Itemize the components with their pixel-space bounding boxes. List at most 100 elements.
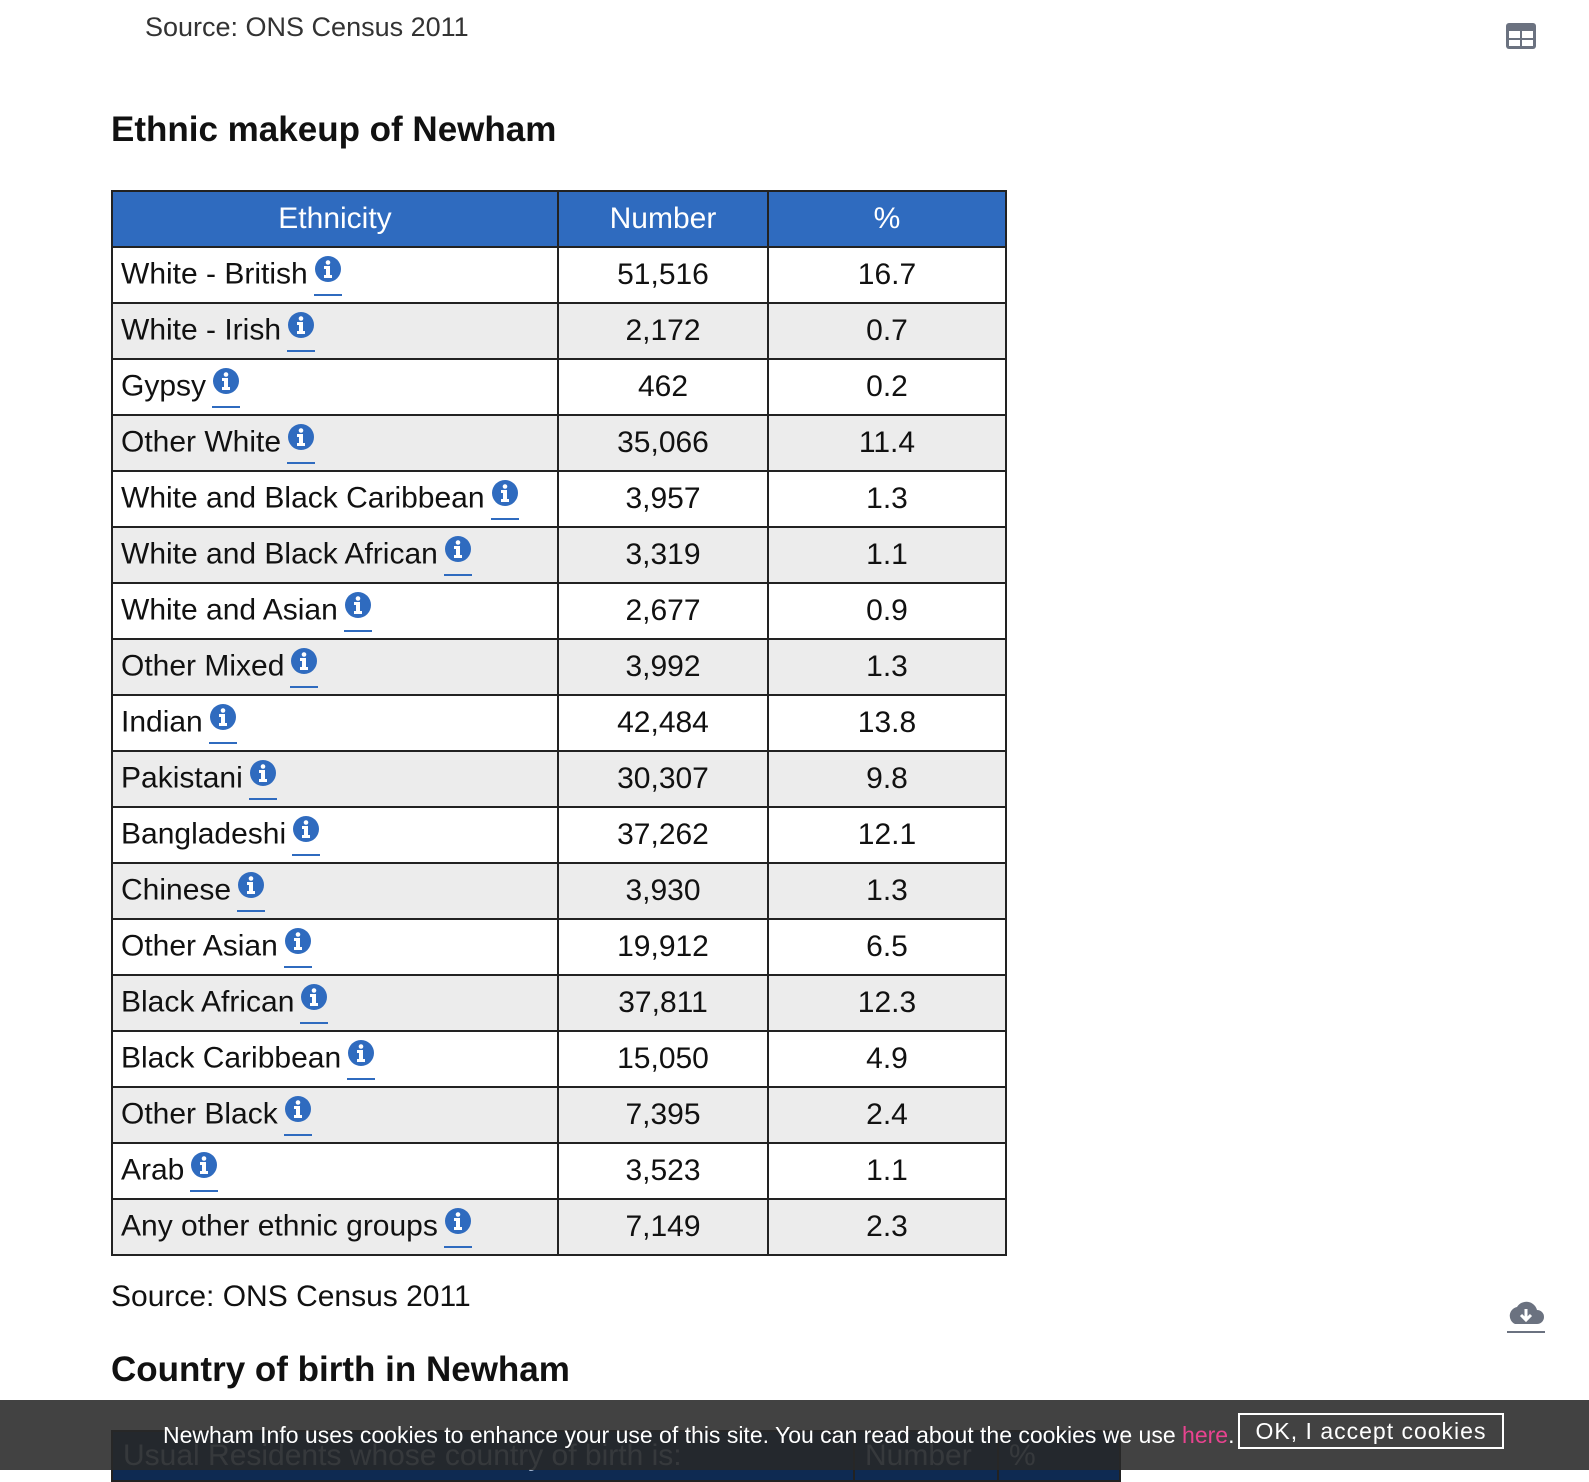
cell-text: 3,992 <box>625 650 701 683</box>
ethnicity-cell: Chinese <box>111 862 559 920</box>
cell-text: Other Black <box>121 1096 278 1130</box>
value-cell: 0.2 <box>767 358 1007 416</box>
cell-text: 4.9 <box>866 1042 908 1075</box>
value-cell: 37,262 <box>557 806 769 864</box>
ethnicity-cell: Black Caribbean <box>111 1030 559 1088</box>
cell-text: 1.1 <box>866 538 908 571</box>
value-cell: 1.3 <box>767 638 1007 696</box>
section-title: Country of birth in Newham <box>111 1350 570 1389</box>
info-icon[interactable] <box>443 535 472 576</box>
table-row: Other White 35,066 11.4 <box>111 414 1007 472</box>
info-icon[interactable] <box>290 647 319 688</box>
info-icon[interactable] <box>292 815 321 856</box>
ethnicity-cell: White - Irish <box>111 302 559 360</box>
value-cell: 1.3 <box>767 470 1007 528</box>
table-row: White and Black Caribbean 3,957 1.3 <box>111 470 1007 528</box>
value-cell: 37,811 <box>557 974 769 1032</box>
ethnicity-cell: White and Asian <box>111 582 559 640</box>
cookie-message: Newham Info uses cookies to enhance your… <box>163 1422 1234 1449</box>
cell-text: Gypsy <box>121 368 207 402</box>
ethnicity-cell: Bangladeshi <box>111 806 559 864</box>
table-row: Bangladeshi 37,262 12.1 <box>111 806 1007 864</box>
info-icon[interactable] <box>490 479 519 520</box>
cell-text: 12.1 <box>857 818 917 851</box>
value-cell: 7,395 <box>557 1086 769 1144</box>
value-cell: 51,516 <box>557 246 769 304</box>
cell-text: 13.8 <box>857 706 917 739</box>
value-cell: 12.3 <box>767 974 1007 1032</box>
cell-text: 9.8 <box>866 762 908 795</box>
cell-text: Bangladeshi <box>121 816 287 850</box>
ethnicity-cell: Pakistani <box>111 750 559 808</box>
value-cell: 1.3 <box>767 862 1007 920</box>
cell-text: 15,050 <box>617 1042 709 1075</box>
info-icon[interactable] <box>212 367 241 408</box>
table-row: White - Irish 2,172 0.7 <box>111 302 1007 360</box>
table-view-icon[interactable] <box>1505 22 1537 50</box>
cell-text: White and Black African <box>121 536 438 570</box>
value-cell: 19,912 <box>557 918 769 976</box>
info-icon[interactable] <box>287 311 316 352</box>
value-cell: 11.4 <box>767 414 1007 472</box>
cell-text: 12.3 <box>857 986 917 1019</box>
cell-text: 0.2 <box>866 370 908 403</box>
table-row: Black Caribbean 15,050 4.9 <box>111 1030 1007 1088</box>
cell-text: Pakistani <box>121 760 243 794</box>
cell-text: Indian <box>121 704 203 738</box>
value-cell: 0.7 <box>767 302 1007 360</box>
table-row: Other Mixed 3,992 1.3 <box>111 638 1007 696</box>
info-icon[interactable] <box>287 423 316 464</box>
download-icon[interactable] <box>1505 1298 1547 1334</box>
table-row: White and Black African 3,319 1.1 <box>111 526 1007 584</box>
cookie-banner: Newham Info uses cookies to enhance your… <box>0 1400 1589 1470</box>
info-icon[interactable] <box>347 1039 376 1080</box>
value-cell: 13.8 <box>767 694 1007 752</box>
cell-text: 11.4 <box>858 426 916 459</box>
value-cell: 30,307 <box>557 750 769 808</box>
cell-text: Black African <box>121 984 295 1018</box>
ethnicity-cell: Any other ethnic groups <box>111 1198 559 1256</box>
cell-text: 35,066 <box>617 426 709 459</box>
cell-text: 2.3 <box>866 1210 908 1243</box>
info-icon[interactable] <box>283 1095 312 1136</box>
value-cell: 2.4 <box>767 1086 1007 1144</box>
cell-text: 7,149 <box>625 1210 701 1243</box>
value-cell: 9.8 <box>767 750 1007 808</box>
info-icon[interactable] <box>208 703 237 744</box>
cell-text: 2.4 <box>866 1098 908 1131</box>
value-cell: 2,677 <box>557 582 769 640</box>
info-icon[interactable] <box>313 255 342 296</box>
source-note: Source: ONS Census 2011 <box>111 1280 471 1313</box>
value-cell: 3,957 <box>557 470 769 528</box>
value-cell: 42,484 <box>557 694 769 752</box>
cell-text: 1.1 <box>866 1154 908 1187</box>
info-icon[interactable] <box>237 871 266 912</box>
info-icon[interactable] <box>443 1207 472 1248</box>
source-note: Source: ONS Census 2011 <box>145 12 469 42</box>
accept-cookies-button[interactable]: OK, I accept cookies <box>1238 1413 1504 1449</box>
cell-text: 1.3 <box>866 482 908 515</box>
value-cell: 0.9 <box>767 582 1007 640</box>
value-cell: 15,050 <box>557 1030 769 1088</box>
cell-text: 1.3 <box>866 650 908 683</box>
cell-text: 51,516 <box>617 258 709 291</box>
cell-text: 16.7 <box>857 258 917 291</box>
info-icon[interactable] <box>190 1151 219 1192</box>
cell-text: 37,262 <box>617 818 709 851</box>
cell-text: Other Mixed <box>121 648 285 682</box>
value-cell: 4.9 <box>767 1030 1007 1088</box>
value-cell: 3,523 <box>557 1142 769 1200</box>
info-icon[interactable] <box>300 983 329 1024</box>
value-cell: 6.5 <box>767 918 1007 976</box>
value-cell: 3,319 <box>557 526 769 584</box>
info-icon[interactable] <box>283 927 312 968</box>
value-cell: 1.1 <box>767 526 1007 584</box>
ethnicity-cell: Other Mixed <box>111 638 559 696</box>
section-title: Ethnic makeup of Newham <box>111 110 557 149</box>
cookie-link[interactable]: here <box>1182 1422 1229 1448</box>
info-icon[interactable] <box>248 759 277 800</box>
cell-text: 2,172 <box>625 314 701 347</box>
ethnicity-cell: White and Black Caribbean <box>111 470 559 528</box>
info-icon[interactable] <box>343 591 372 632</box>
cell-text: 42,484 <box>617 706 709 739</box>
